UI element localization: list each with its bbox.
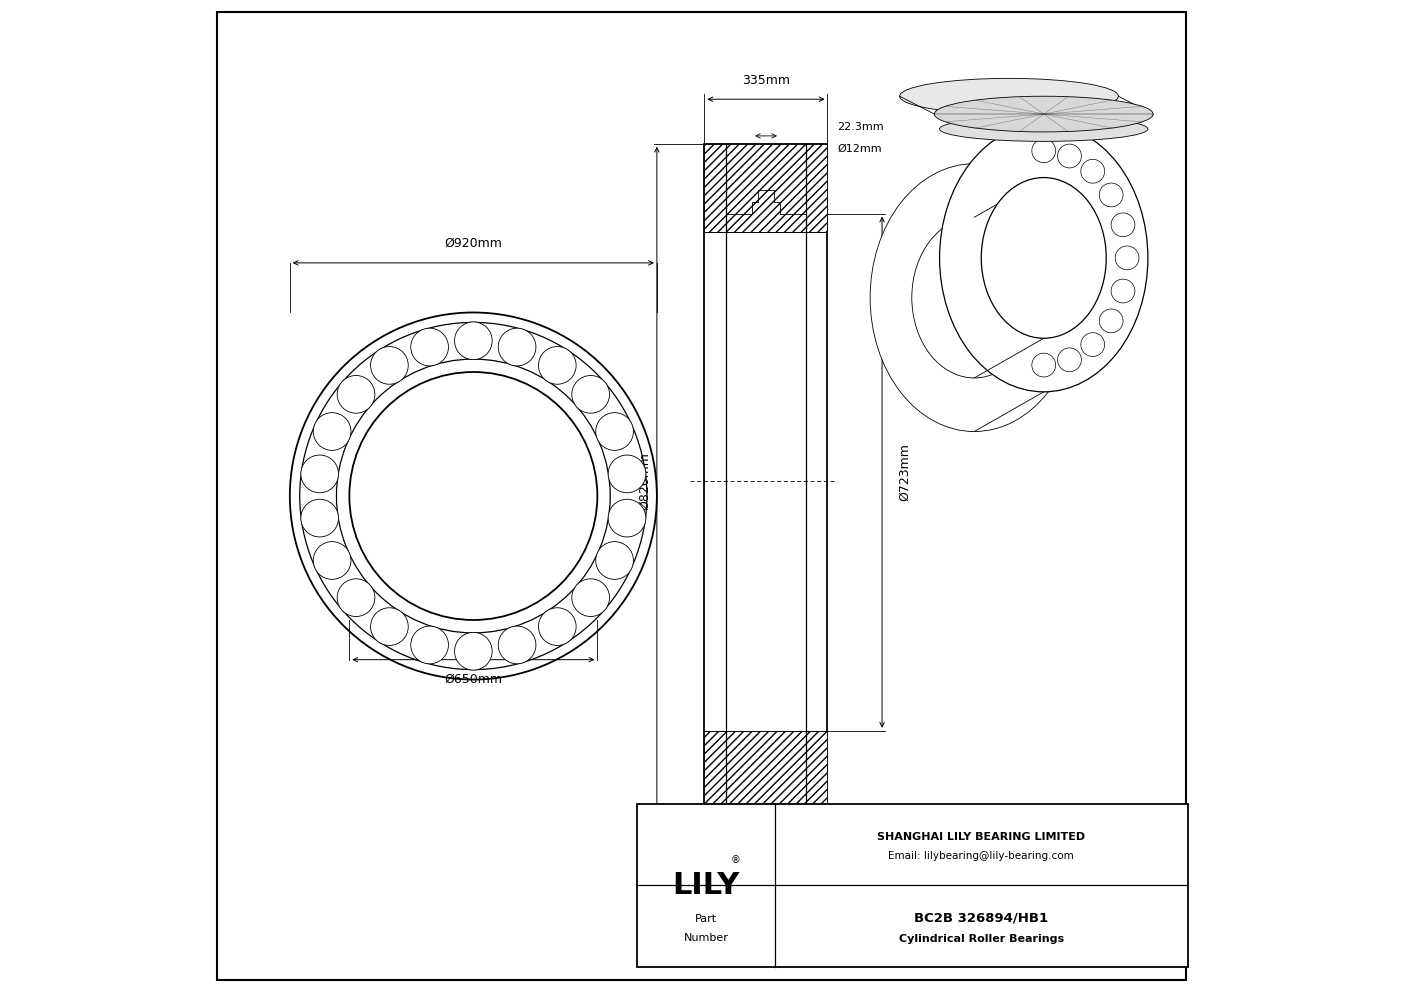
Circle shape (539, 608, 577, 646)
Circle shape (1080, 160, 1104, 184)
Circle shape (596, 413, 633, 450)
Circle shape (1099, 184, 1122, 207)
Text: LILY: LILY (672, 871, 739, 900)
Text: ®: ® (731, 855, 741, 866)
Text: Cylindrical Roller Bearings: Cylindrical Roller Bearings (898, 934, 1063, 944)
Ellipse shape (870, 164, 1079, 432)
Circle shape (370, 346, 408, 384)
Circle shape (337, 376, 375, 414)
Ellipse shape (912, 217, 1037, 378)
Circle shape (498, 328, 536, 366)
Text: Ø12mm: Ø12mm (838, 144, 882, 154)
Circle shape (607, 499, 645, 537)
Circle shape (313, 413, 351, 450)
Circle shape (539, 346, 577, 384)
Text: SHANGHAI LILY BEARING LIMITED: SHANGHAI LILY BEARING LIMITED (877, 831, 1085, 841)
Circle shape (572, 578, 609, 616)
Text: Ø650mm: Ø650mm (445, 673, 502, 685)
Circle shape (1031, 139, 1055, 163)
Ellipse shape (899, 78, 1118, 114)
Ellipse shape (981, 178, 1106, 338)
Circle shape (1111, 279, 1135, 303)
Circle shape (1031, 353, 1055, 377)
Circle shape (300, 499, 338, 537)
Circle shape (337, 578, 375, 616)
Bar (704, 144, 828, 231)
Text: Number: Number (683, 933, 728, 943)
Circle shape (607, 455, 645, 493)
Circle shape (411, 328, 449, 366)
Circle shape (411, 626, 449, 664)
Circle shape (1099, 309, 1122, 332)
Text: Ø826mm: Ø826mm (638, 452, 651, 510)
Bar (637, 804, 1187, 967)
Circle shape (1111, 213, 1135, 237)
Circle shape (455, 633, 492, 671)
Ellipse shape (940, 117, 1148, 142)
Circle shape (498, 626, 536, 664)
Ellipse shape (940, 124, 1148, 392)
Circle shape (313, 542, 351, 579)
Circle shape (596, 542, 633, 579)
Circle shape (572, 376, 609, 414)
Circle shape (1058, 144, 1082, 168)
Circle shape (1115, 246, 1139, 270)
Text: BC2B 326894/HB1: BC2B 326894/HB1 (915, 912, 1048, 925)
Text: Part: Part (694, 915, 717, 925)
Text: Email: lilybearing@lily-bearing.com: Email: lilybearing@lily-bearing.com (888, 851, 1073, 861)
Text: Ø723mm: Ø723mm (898, 443, 911, 501)
Bar (704, 731, 828, 818)
Ellipse shape (934, 96, 1153, 132)
Circle shape (455, 322, 492, 360)
Text: Ø920mm: Ø920mm (445, 237, 502, 250)
Bar (704, 144, 828, 818)
Circle shape (370, 608, 408, 646)
Text: 22.3mm: 22.3mm (838, 122, 884, 132)
Circle shape (1058, 348, 1082, 372)
Circle shape (300, 455, 338, 493)
Circle shape (1080, 332, 1104, 356)
Text: 335mm: 335mm (742, 74, 790, 87)
